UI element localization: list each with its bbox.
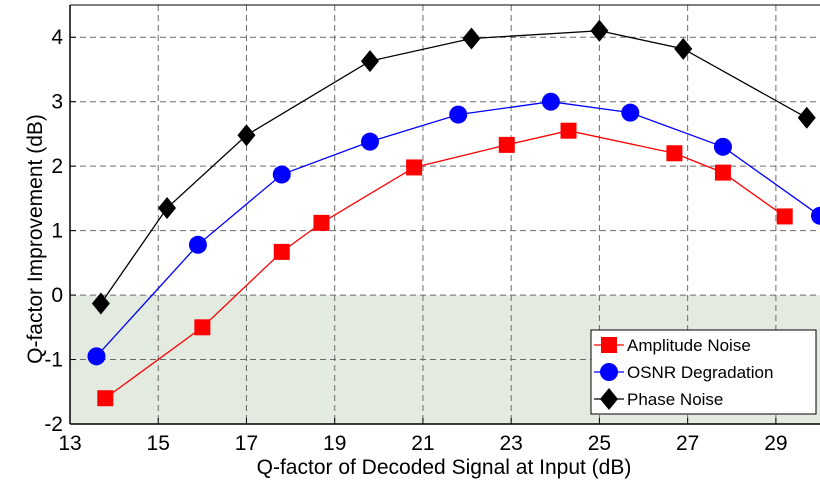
series-diamond xyxy=(91,19,816,315)
data-point-circle xyxy=(361,132,379,151)
x-tick-label: 13 xyxy=(58,432,81,455)
data-point-diamond xyxy=(361,50,379,73)
data-point-diamond xyxy=(674,37,693,60)
legend: Amplitude Noise OSNR Degradation Phase Noi… xyxy=(590,329,817,415)
data-point-diamond xyxy=(237,124,256,147)
data-point-square xyxy=(97,390,114,407)
data-point-circle xyxy=(87,347,106,366)
data-point-square xyxy=(194,319,211,336)
data-point-circle xyxy=(541,92,560,111)
data-point-square xyxy=(406,159,423,176)
y-tick-label: 4 xyxy=(51,26,63,49)
data-point-diamond xyxy=(91,292,110,315)
legend-box xyxy=(590,329,817,415)
series-square xyxy=(97,122,793,407)
x-tick-label: 25 xyxy=(588,432,611,455)
x-tick-label: 23 xyxy=(499,432,522,455)
x-tick-label: 21 xyxy=(411,432,434,455)
y-tick-label: -1 xyxy=(44,349,63,372)
data-point-diamond xyxy=(462,27,481,50)
x-tick-label: 27 xyxy=(676,432,699,455)
data-point-circle xyxy=(621,103,640,122)
data-point-diamond xyxy=(590,19,609,42)
series-line xyxy=(104,130,786,399)
legend-label: Phase Noise xyxy=(627,390,723,409)
y-axis-title: Q-factor Improvement (dB) xyxy=(24,114,47,364)
data-point-circle xyxy=(713,137,732,156)
legend-marker-square xyxy=(601,337,617,353)
legend-marker-diamond xyxy=(600,388,618,410)
y-tick-label: 1 xyxy=(51,220,63,243)
x-axis-title: Q-factor of Decoded Signal at Input (dB) xyxy=(257,456,632,479)
data-point-circle xyxy=(811,206,820,225)
data-point-square xyxy=(560,122,577,139)
data-point-square xyxy=(714,164,731,181)
x-tick-label: 15 xyxy=(147,432,170,455)
y-tick-label: 3 xyxy=(51,91,63,114)
x-tick-label: 17 xyxy=(235,432,258,455)
data-point-square xyxy=(776,208,793,225)
data-point-circle xyxy=(449,105,468,124)
legend-marker-circle xyxy=(600,363,618,381)
data-point-circle xyxy=(272,165,291,184)
series-circle xyxy=(87,92,820,366)
data-point-square xyxy=(313,214,330,231)
legend-label: OSNR Degradation xyxy=(627,363,773,382)
data-point-square xyxy=(273,243,290,260)
data-point-circle xyxy=(188,235,207,254)
y-tick-label: 2 xyxy=(51,155,63,178)
data-point-square xyxy=(666,145,683,162)
data-point-square xyxy=(498,136,515,153)
series-line xyxy=(100,30,808,304)
x-tick-label: 19 xyxy=(323,432,346,455)
data-point-diamond xyxy=(158,197,177,220)
data-point-diamond xyxy=(797,106,816,129)
x-tick-label: 29 xyxy=(764,432,787,455)
legend-label: Amplitude Noise xyxy=(627,336,751,355)
y-tick-label: 0 xyxy=(51,284,63,307)
y-tick-label: -2 xyxy=(44,413,63,436)
